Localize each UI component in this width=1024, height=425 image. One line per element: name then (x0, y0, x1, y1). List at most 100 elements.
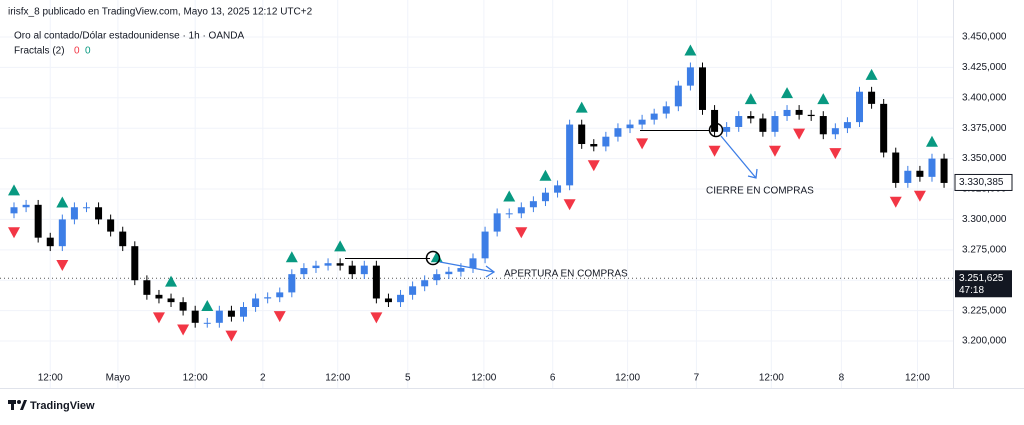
candle-body (529, 201, 537, 208)
candle-body (46, 237, 54, 247)
marked-price-label: 3.251,625 (959, 273, 1004, 284)
candle-body (167, 298, 175, 303)
annotation: APERTURA EN COMPRAS (504, 269, 628, 280)
candle-body (409, 286, 417, 295)
candle-body (759, 118, 767, 132)
candle-body (698, 67, 706, 110)
last-price-box (954, 173, 1013, 191)
countdown: 47:18 (959, 285, 984, 296)
fractal-up (56, 196, 69, 208)
symbol: Oro al contado/Dólar estadounidense · 1h… (14, 31, 244, 42)
candle-body (82, 207, 90, 209)
y-tick-label: 3.350,000 (962, 153, 1007, 164)
candle-body (771, 116, 779, 132)
x-tick-label: 6 (550, 373, 556, 384)
y-tick-label: 3.200,000 (962, 336, 1007, 347)
candle-body (807, 114, 815, 117)
x-tick-label: 2 (260, 373, 266, 384)
fractal-down (913, 190, 926, 202)
candle-body (397, 294, 405, 303)
candle-body (662, 106, 670, 114)
fractal-up (539, 169, 552, 181)
fractal-down (829, 148, 842, 160)
drawing-arrow (720, 135, 758, 179)
candle-body (384, 298, 392, 303)
fractal-down (708, 145, 721, 157)
candle-body (264, 297, 272, 299)
fractal-up (334, 240, 347, 252)
candle-body (650, 113, 658, 120)
candle-body (554, 185, 562, 193)
candle-body (638, 119, 646, 125)
candle-body (300, 268, 308, 275)
candle-body (336, 263, 344, 266)
fractal-up (8, 184, 21, 196)
fractal-down (563, 199, 576, 211)
candle-body (843, 122, 851, 129)
candle-body (34, 204, 42, 238)
candle-body (723, 126, 731, 132)
fractal-down (515, 227, 528, 239)
candle-body (614, 128, 622, 137)
candle-body (348, 265, 356, 275)
candle-body (457, 268, 465, 272)
indicator-value: 0 (85, 46, 91, 57)
candle-body (856, 91, 864, 123)
candle-body (517, 207, 525, 214)
candle-body (578, 124, 586, 145)
last-price-label: 3.330,385 (959, 177, 1004, 188)
fractal-down (8, 227, 21, 239)
fractal-up (817, 93, 830, 105)
candle-body (880, 103, 888, 153)
fractal-up (503, 190, 516, 202)
fractal-down (56, 260, 69, 272)
x-tick-label: 8 (839, 373, 845, 384)
candle-body (602, 136, 610, 147)
fractal-down (636, 138, 649, 150)
candle-body (493, 213, 501, 232)
candle-body (916, 170, 924, 177)
x-tick-label: 12:00 (38, 373, 63, 384)
fractal-down (225, 330, 238, 342)
candle-body (119, 231, 127, 247)
candle-body (276, 292, 284, 298)
candle-body (747, 116, 755, 119)
candle-body (735, 116, 743, 127)
candle-body (892, 152, 900, 183)
candle-body (372, 265, 380, 299)
candle-body (131, 246, 139, 281)
candle-body (819, 116, 827, 135)
candle-body (421, 280, 429, 287)
candle-body (928, 158, 936, 177)
candle-body (831, 128, 839, 135)
candle-body (288, 274, 296, 293)
candle-body (674, 85, 682, 107)
x-tick-label: 12:00 (615, 373, 640, 384)
fractal-up (925, 135, 938, 147)
candle-body (95, 207, 103, 220)
candle-body (590, 144, 598, 147)
candle-body (686, 67, 694, 86)
candle-body (505, 213, 513, 215)
x-tick-label: 12:00 (905, 373, 930, 384)
candle-body (324, 263, 332, 266)
fractal-down (793, 128, 806, 140)
candle-body (469, 258, 477, 269)
fractal-down (152, 312, 165, 324)
y-tick-label: 3.450,000 (962, 32, 1007, 43)
fractal-down (768, 145, 781, 157)
candle-body (155, 294, 163, 299)
fractal-down (889, 196, 902, 208)
candle-body (107, 219, 115, 232)
y-tick-label: 3.275,000 (962, 244, 1007, 255)
candle-body (868, 91, 876, 104)
drawing-arrow (439, 261, 496, 278)
candle-body (433, 274, 441, 281)
candle-body (795, 109, 803, 115)
y-tick-label: 3.225,000 (962, 305, 1007, 316)
indicator-name: Fractals (2) (14, 46, 65, 57)
candle-body (481, 231, 489, 259)
drawing-circle (708, 122, 724, 138)
candle-body (22, 204, 30, 208)
